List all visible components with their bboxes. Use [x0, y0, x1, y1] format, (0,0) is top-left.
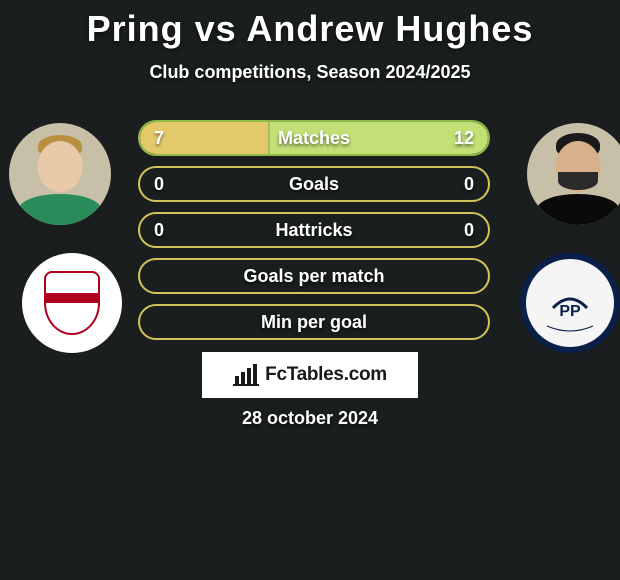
stat-row: Min per goal — [138, 304, 490, 340]
page-subtitle: Club competitions, Season 2024/2025 — [0, 62, 620, 83]
stat-value-right: 0 — [464, 214, 474, 246]
avatar-shoulders — [537, 194, 619, 225]
comparison-card: Pring vs Andrew Hughes Club competitions… — [0, 0, 620, 580]
club-shield-icon — [44, 271, 100, 335]
bar-chart-icon — [233, 364, 259, 386]
stat-bar-divider — [268, 122, 270, 154]
page-title: Pring vs Andrew Hughes — [0, 8, 620, 50]
club-left-badge — [22, 253, 122, 353]
player-left-avatar — [9, 123, 111, 225]
club-crest-icon: PP — [535, 268, 605, 338]
player-right-avatar — [527, 123, 620, 225]
avatar-shoulders — [19, 194, 101, 225]
footer-brand-suffix: Tables.com — [287, 364, 387, 385]
stat-value-left: 0 — [154, 168, 164, 200]
stat-label: Goals per match — [140, 260, 488, 292]
stat-row: 0 0Hattricks — [138, 212, 490, 248]
club-stripe — [46, 293, 98, 303]
stat-row: 712Matches — [138, 120, 490, 156]
stat-value-left: 0 — [154, 214, 164, 246]
stat-bar-right — [268, 122, 488, 154]
footer-brand-text: FcTables.com — [265, 364, 387, 386]
avatar-head — [38, 141, 83, 192]
stat-value-right: 0 — [464, 168, 474, 200]
stat-label: Min per goal — [140, 306, 488, 338]
stat-row: 0 0Goals — [138, 166, 490, 202]
stat-bars: 712Matches00Goals00HattricksGoals per ma… — [138, 120, 490, 350]
footer-brand-prefix: Fc — [265, 364, 287, 385]
stat-label: Hattricks — [140, 214, 488, 246]
stat-label: Goals — [140, 168, 488, 200]
stat-bar-left — [140, 122, 268, 154]
svg-text:PP: PP — [559, 303, 581, 320]
avatar-beard — [558, 172, 599, 190]
footer-brand: FcTables.com — [202, 352, 418, 398]
footer-date: 28 october 2024 — [0, 408, 620, 429]
club-right-badge: PP — [520, 253, 620, 353]
stat-row: Goals per match — [138, 258, 490, 294]
